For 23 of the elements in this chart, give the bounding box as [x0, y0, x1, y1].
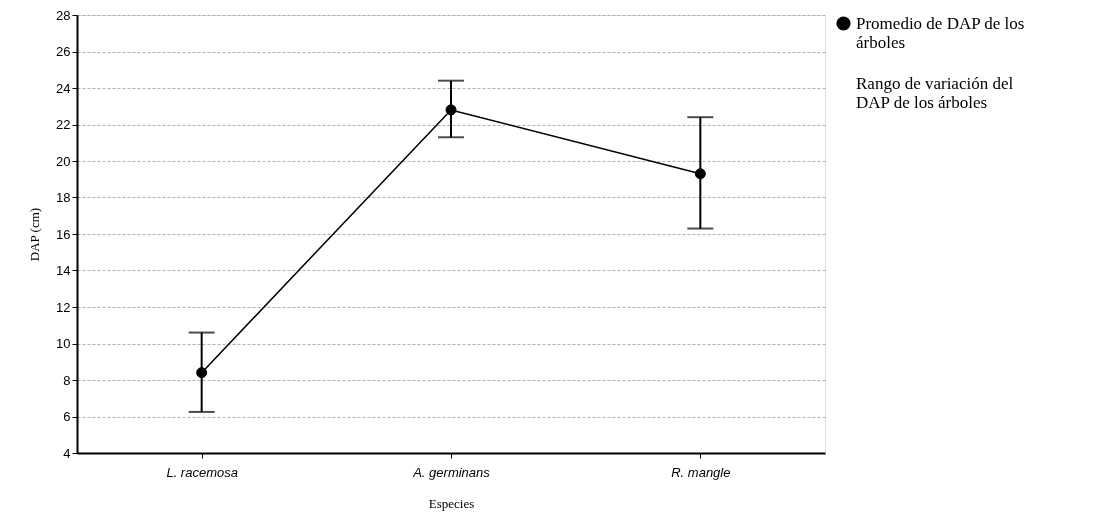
y-tick-label: 24: [56, 80, 71, 96]
y-tick-label: 26: [56, 44, 71, 59]
y-tick-label: 10: [56, 336, 71, 351]
y-tick-label: 4: [63, 445, 71, 461]
y-tick-label: 6: [63, 409, 71, 424]
y-tick-label: 12: [56, 299, 71, 315]
y-axis-title: DAP (cm): [27, 207, 43, 262]
legend-label: Promedio de DAP de los árboles: [856, 13, 1025, 52]
text: Rango de variación del DAP de los árboles: [856, 73, 1014, 112]
point: [445, 104, 457, 116]
point: [694, 168, 706, 180]
point: [196, 367, 208, 379]
y-tick-label: 20: [56, 153, 71, 169]
x-axis-title: Especies: [428, 495, 475, 511]
y-tick-label: 16: [56, 226, 71, 242]
y-tick-label: 18: [56, 190, 71, 205]
x-tick-label: A. germinans: [412, 464, 491, 480]
y-tick-label: 14: [56, 263, 71, 278]
x-tick-label: R. mangle: [671, 464, 731, 480]
x-tick-label: L. racemosa: [166, 464, 238, 480]
y-tick-label: 28: [56, 7, 71, 23]
y-tick-label: 8: [63, 372, 71, 388]
y-tick-label: 22: [56, 117, 71, 132]
